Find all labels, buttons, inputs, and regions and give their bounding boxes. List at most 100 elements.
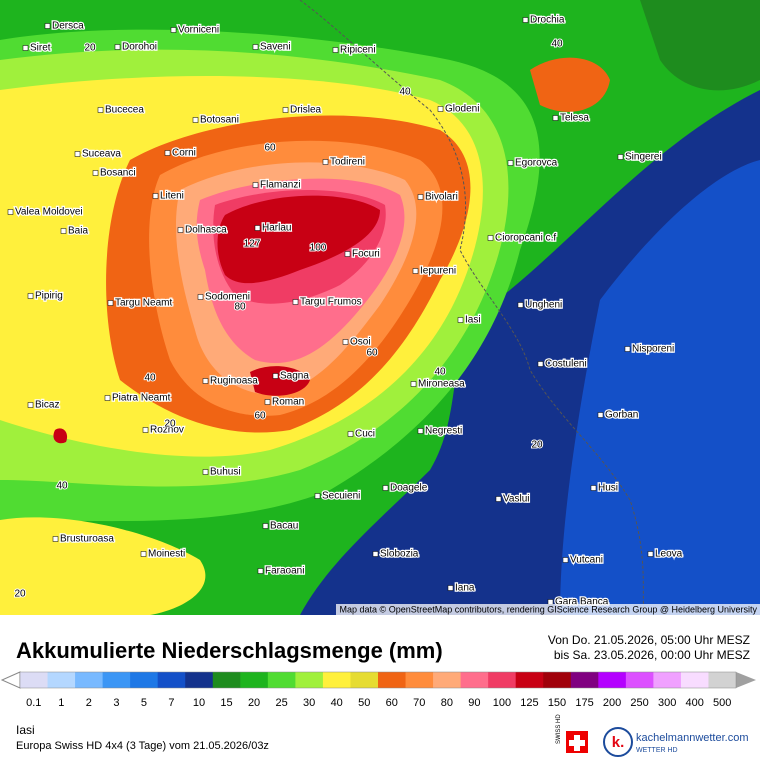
legend-label: 200 bbox=[603, 697, 621, 709]
place-label: Ungheni bbox=[525, 300, 562, 311]
border-line bbox=[299, 0, 646, 616]
place-marker bbox=[252, 182, 259, 188]
legend-label: 40 bbox=[331, 697, 343, 709]
place-label: Bivolari bbox=[425, 192, 458, 203]
place-marker bbox=[177, 227, 184, 233]
place-marker bbox=[382, 485, 389, 491]
legend-label: 30 bbox=[303, 697, 315, 709]
place-label: Roznov bbox=[150, 425, 184, 436]
legend-label: 150 bbox=[548, 697, 566, 709]
period-to: bis Sa. 23.05.2026, 00:00 Uhr MESZ bbox=[554, 648, 750, 662]
place-marker bbox=[590, 485, 597, 491]
contour-label: 80 bbox=[234, 302, 246, 313]
legend-swatch bbox=[322, 672, 351, 688]
contour-label: 20 bbox=[164, 419, 176, 430]
place-label: Saveni bbox=[260, 42, 291, 53]
place-label: Bacau bbox=[270, 521, 298, 532]
place-label: Singerei bbox=[625, 152, 662, 163]
place-label: Cioropcani c.f bbox=[495, 233, 556, 244]
place-label: Siret bbox=[30, 43, 51, 54]
contour-label: 100 bbox=[310, 243, 327, 254]
place-marker bbox=[104, 395, 111, 401]
legend-label: 90 bbox=[468, 697, 480, 709]
legend-label: 175 bbox=[575, 697, 593, 709]
legend-swatch bbox=[680, 672, 709, 688]
place-marker bbox=[192, 117, 199, 123]
place-marker bbox=[52, 536, 59, 542]
legend-swatch bbox=[130, 672, 159, 688]
place-label: Glodeni bbox=[445, 104, 479, 115]
title: Akkumulierte Niederschlagsmenge (mm) bbox=[16, 638, 443, 663]
place-label: Brusturoasa bbox=[60, 534, 114, 545]
place-marker bbox=[342, 339, 349, 345]
legend-swatch bbox=[405, 672, 434, 688]
place-marker bbox=[60, 228, 67, 234]
contour-label: 60 bbox=[264, 143, 276, 154]
legend-swatch bbox=[295, 672, 324, 688]
contour-label: 60 bbox=[366, 348, 378, 359]
place-marker bbox=[437, 106, 444, 112]
legend-swatch bbox=[598, 672, 627, 688]
legend-label: 2 bbox=[86, 697, 92, 709]
place-marker bbox=[417, 428, 424, 434]
place-marker bbox=[27, 293, 34, 299]
legend-label: 10 bbox=[193, 697, 205, 709]
legend-label: 70 bbox=[413, 697, 425, 709]
legend-label: 7 bbox=[168, 697, 174, 709]
place-label: Iana bbox=[455, 583, 475, 594]
place-marker bbox=[537, 361, 544, 367]
place-label: Valea Moldovei bbox=[15, 207, 83, 218]
brand: kachelmannwetter.com bbox=[636, 732, 749, 744]
legend-swatch bbox=[488, 672, 517, 688]
legend-swatch bbox=[20, 672, 49, 688]
contour-labels: 20 40 40 60 100 127 80 60 40 40 60 20 20 40 20 bbox=[13, 38, 564, 601]
precip-area bbox=[250, 366, 310, 396]
place-label: Vorniceni bbox=[178, 25, 219, 36]
contour-label: 40 bbox=[144, 373, 156, 384]
legend-arrow-right bbox=[736, 672, 756, 688]
attribution-bg bbox=[336, 604, 760, 615]
place-marker bbox=[562, 557, 569, 563]
legend-swatch bbox=[378, 672, 407, 688]
place-label: Baia bbox=[68, 226, 88, 237]
place-marker bbox=[27, 402, 34, 408]
place-marker bbox=[410, 381, 417, 387]
place-label: Harlau bbox=[262, 223, 291, 234]
legend-swatch bbox=[653, 672, 682, 688]
place-label: Negresti bbox=[425, 426, 462, 437]
swiss-hd: SWISS HD bbox=[556, 714, 562, 744]
place-label: Telesa bbox=[560, 113, 589, 124]
place-marker bbox=[647, 551, 654, 557]
place-label: Liteni bbox=[160, 191, 184, 202]
place-marker bbox=[495, 496, 502, 502]
legend-swatch bbox=[350, 672, 379, 688]
place-label: Botosani bbox=[200, 115, 239, 126]
contour-label: 20 bbox=[84, 43, 96, 54]
place-label: Leova bbox=[655, 549, 683, 560]
legend-swatch bbox=[102, 672, 131, 688]
contour-label: 60 bbox=[254, 411, 266, 422]
contour-label: 127 bbox=[244, 239, 261, 250]
place-marker bbox=[7, 209, 14, 215]
legend-label: 0.1 bbox=[26, 697, 41, 709]
place-label: Gorban bbox=[605, 410, 638, 421]
place-marker bbox=[412, 268, 419, 274]
precip-area bbox=[640, 0, 760, 91]
place-marker bbox=[507, 160, 514, 166]
legend-label: 15 bbox=[220, 697, 232, 709]
legend-swatch bbox=[460, 672, 489, 688]
place-marker bbox=[417, 194, 424, 200]
place-marker bbox=[92, 170, 99, 176]
place-marker bbox=[314, 493, 321, 499]
legend-label: 500 bbox=[713, 697, 731, 709]
place-marker bbox=[347, 431, 354, 437]
legend-label: 100 bbox=[493, 697, 511, 709]
place-label: Vutcani bbox=[570, 555, 603, 566]
legend-swatch bbox=[47, 672, 76, 688]
place-label: Egorovca bbox=[515, 158, 558, 169]
legend-swatch bbox=[515, 672, 544, 688]
place-marker bbox=[197, 294, 204, 300]
place-marker bbox=[44, 23, 51, 29]
logo-letter: k. bbox=[612, 734, 625, 751]
place-marker bbox=[597, 412, 604, 418]
